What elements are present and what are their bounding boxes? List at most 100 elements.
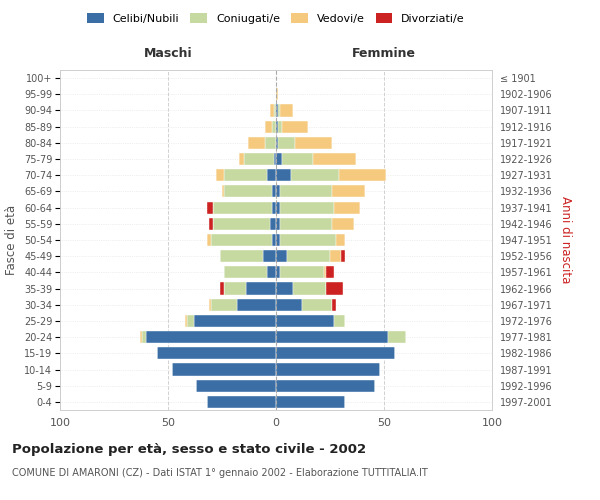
Bar	[185, 315, 187, 327]
Bar	[287, 250, 330, 262]
Bar	[274, 104, 276, 117]
Bar	[276, 120, 278, 132]
Bar	[283, 120, 308, 132]
Bar	[272, 202, 276, 213]
Text: COMUNE DI AMARONI (CZ) - Dati ISTAT 1° gennaio 2002 - Elaborazione TUTTITALIA.IT: COMUNE DI AMARONI (CZ) - Dati ISTAT 1° g…	[12, 468, 428, 477]
Bar	[207, 202, 214, 213]
Bar	[272, 234, 276, 246]
Y-axis label: Fasce di età: Fasce di età	[5, 205, 19, 275]
Bar	[295, 137, 332, 149]
Bar	[323, 266, 326, 278]
Bar	[276, 315, 334, 327]
Bar	[276, 364, 380, 376]
Bar	[276, 282, 293, 294]
Bar	[332, 186, 365, 198]
Bar	[207, 234, 211, 246]
Bar	[280, 234, 337, 246]
Legend: Celibi/Nubili, Coniugati/e, Vedovi/e, Divorziati/e: Celibi/Nubili, Coniugati/e, Vedovi/e, Di…	[85, 10, 467, 26]
Bar	[272, 186, 276, 198]
Bar	[194, 315, 276, 327]
Bar	[196, 380, 276, 392]
Bar	[334, 315, 345, 327]
Bar	[224, 282, 246, 294]
Bar	[276, 266, 280, 278]
Bar	[332, 298, 337, 311]
Bar	[237, 298, 276, 311]
Bar	[276, 137, 278, 149]
Bar	[278, 104, 280, 117]
Bar	[211, 298, 237, 311]
Bar	[265, 137, 276, 149]
Bar	[268, 169, 276, 181]
Bar	[222, 186, 224, 198]
Bar	[302, 298, 332, 311]
Bar	[326, 266, 334, 278]
Bar	[280, 266, 323, 278]
Bar	[142, 331, 146, 343]
Bar	[224, 266, 268, 278]
Bar	[268, 266, 276, 278]
Bar	[207, 396, 276, 408]
Bar	[157, 348, 276, 360]
Bar	[276, 234, 280, 246]
Bar	[269, 218, 276, 230]
Bar	[239, 153, 244, 165]
Text: Maschi: Maschi	[143, 48, 193, 60]
Bar	[140, 331, 142, 343]
Bar	[280, 202, 334, 213]
Bar	[211, 234, 272, 246]
Bar	[220, 250, 263, 262]
Text: Femmine: Femmine	[352, 48, 416, 60]
Bar	[209, 218, 214, 230]
Bar	[276, 380, 376, 392]
Bar	[278, 120, 283, 132]
Bar	[214, 202, 272, 213]
Bar	[334, 202, 360, 213]
Bar	[214, 218, 269, 230]
Bar	[220, 282, 224, 294]
Bar	[278, 137, 295, 149]
Bar	[269, 104, 274, 117]
Bar	[337, 234, 345, 246]
Bar	[263, 250, 276, 262]
Bar	[330, 250, 341, 262]
Bar	[276, 396, 345, 408]
Bar	[276, 153, 283, 165]
Bar	[276, 298, 302, 311]
Bar	[276, 202, 280, 213]
Bar	[224, 186, 272, 198]
Bar	[276, 331, 388, 343]
Text: Popolazione per età, sesso e stato civile - 2002: Popolazione per età, sesso e stato civil…	[12, 442, 366, 456]
Bar	[276, 250, 287, 262]
Bar	[246, 282, 276, 294]
Bar	[272, 120, 276, 132]
Bar	[209, 298, 211, 311]
Bar	[338, 169, 386, 181]
Bar	[187, 315, 194, 327]
Y-axis label: Anni di nascita: Anni di nascita	[559, 196, 572, 284]
Bar	[172, 364, 276, 376]
Bar	[291, 169, 338, 181]
Bar	[326, 282, 343, 294]
Bar	[332, 218, 354, 230]
Bar	[224, 169, 268, 181]
Bar	[244, 153, 274, 165]
Bar	[276, 186, 280, 198]
Bar	[388, 331, 406, 343]
Bar	[274, 153, 276, 165]
Bar	[280, 104, 293, 117]
Bar	[313, 153, 356, 165]
Bar	[293, 282, 326, 294]
Bar	[276, 348, 395, 360]
Bar	[146, 331, 276, 343]
Bar	[280, 218, 332, 230]
Bar	[276, 88, 278, 101]
Bar	[215, 169, 224, 181]
Bar	[341, 250, 345, 262]
Bar	[248, 137, 265, 149]
Bar	[276, 169, 291, 181]
Bar	[265, 120, 272, 132]
Bar	[283, 153, 313, 165]
Bar	[276, 218, 280, 230]
Bar	[276, 104, 278, 117]
